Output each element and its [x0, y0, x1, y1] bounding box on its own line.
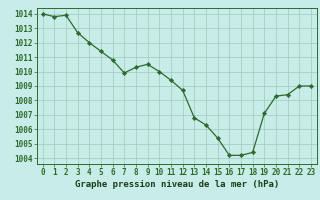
X-axis label: Graphe pression niveau de la mer (hPa): Graphe pression niveau de la mer (hPa) [75, 180, 279, 189]
